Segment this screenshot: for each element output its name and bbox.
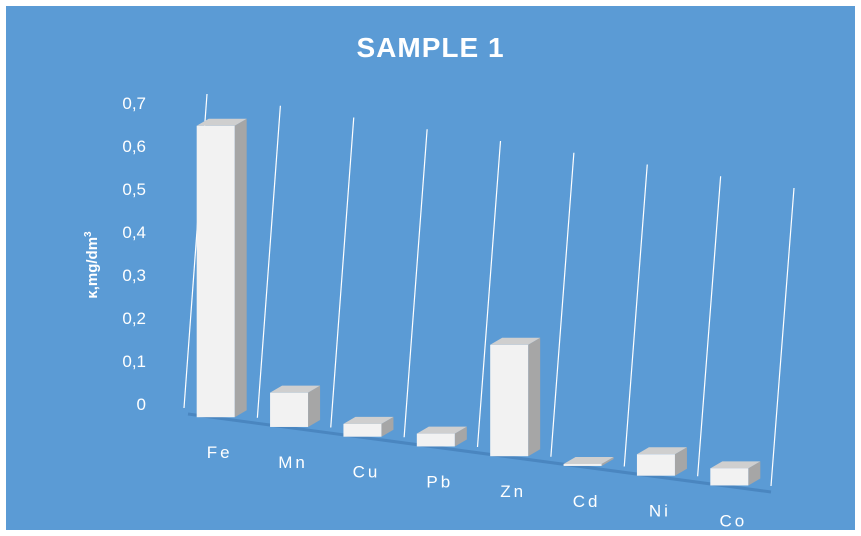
bar-top xyxy=(636,447,687,455)
bar-front xyxy=(343,423,382,437)
bar-side xyxy=(748,461,761,486)
bar-pb xyxy=(416,426,467,447)
category-label: Co xyxy=(719,511,747,530)
floor-line xyxy=(187,412,772,494)
chart-title: SAMPLE 1 xyxy=(356,32,505,63)
category-label: Mn xyxy=(278,453,308,472)
bar-top xyxy=(343,416,394,424)
bar-mn xyxy=(270,385,321,427)
gridline xyxy=(403,129,428,438)
bar-front xyxy=(710,468,749,486)
bar-side xyxy=(308,385,321,427)
y-tick-label: 0,5 xyxy=(122,180,146,199)
bar-co xyxy=(710,461,761,486)
bar-side xyxy=(381,416,394,437)
bar-side xyxy=(454,426,467,447)
bar-side xyxy=(528,337,541,457)
y-tick-label: 0 xyxy=(137,395,146,414)
bar-front xyxy=(416,433,455,447)
gridline xyxy=(623,164,648,467)
bars xyxy=(196,118,761,486)
bar-top xyxy=(270,385,321,393)
bar-top xyxy=(416,426,467,434)
bar-zn xyxy=(490,337,541,457)
category-label: Cd xyxy=(573,492,601,511)
bar-cd xyxy=(563,456,614,466)
gridline xyxy=(550,152,575,457)
bar-top xyxy=(710,461,761,469)
bar-front xyxy=(270,392,309,427)
bar-front xyxy=(490,344,529,457)
category-label: Ni xyxy=(649,502,671,521)
category-label: Cu xyxy=(353,463,381,482)
category-label: Zn xyxy=(500,482,526,501)
bar-top xyxy=(563,456,614,464)
gridline xyxy=(256,105,281,418)
bar-fe xyxy=(196,118,247,418)
y-tick-label: 0,7 xyxy=(122,94,146,113)
category-label: Pb xyxy=(426,472,453,491)
bar-front xyxy=(196,125,235,418)
bar-side xyxy=(234,118,247,418)
gridlines xyxy=(183,93,795,487)
gridline xyxy=(697,176,722,477)
bar-front xyxy=(636,454,675,476)
gridline xyxy=(330,117,355,428)
y-tick-label: 0,1 xyxy=(122,352,146,371)
bar-cu xyxy=(343,416,394,437)
y-tick-label: 0,6 xyxy=(122,137,146,156)
y-tick-label: 0,4 xyxy=(122,223,146,242)
bar-top xyxy=(490,337,541,345)
bar-front xyxy=(563,463,602,466)
floor-edge xyxy=(187,412,772,494)
bar-side xyxy=(601,456,614,466)
bar-chart-3d: 0 0,1 0,2 0,3 0,4 0,5 0,6 0,7 Fe Mn Cu Pb Zn Cd Ni Co xyxy=(122,93,795,530)
gridline xyxy=(770,187,795,487)
gridline xyxy=(476,140,502,448)
bar-top xyxy=(196,118,247,126)
y-tick-label: 0,2 xyxy=(122,309,146,328)
y-tick-label: 0,3 xyxy=(122,266,146,285)
bar-side xyxy=(674,447,687,476)
chart-area: SAMPLE 1 κ,mg/dm3 0 0,1 0,2 0,3 0,4 0,5 0,6 0,7… xyxy=(6,6,855,530)
category-labels: Fe Mn Cu Pb Zn Cd Ni Co xyxy=(207,443,747,530)
y-tick-labels: 0 0,1 0,2 0,3 0,4 0,5 0,6 0,7 xyxy=(122,94,146,414)
bar-ni xyxy=(636,447,687,476)
category-label: Fe xyxy=(207,443,233,462)
